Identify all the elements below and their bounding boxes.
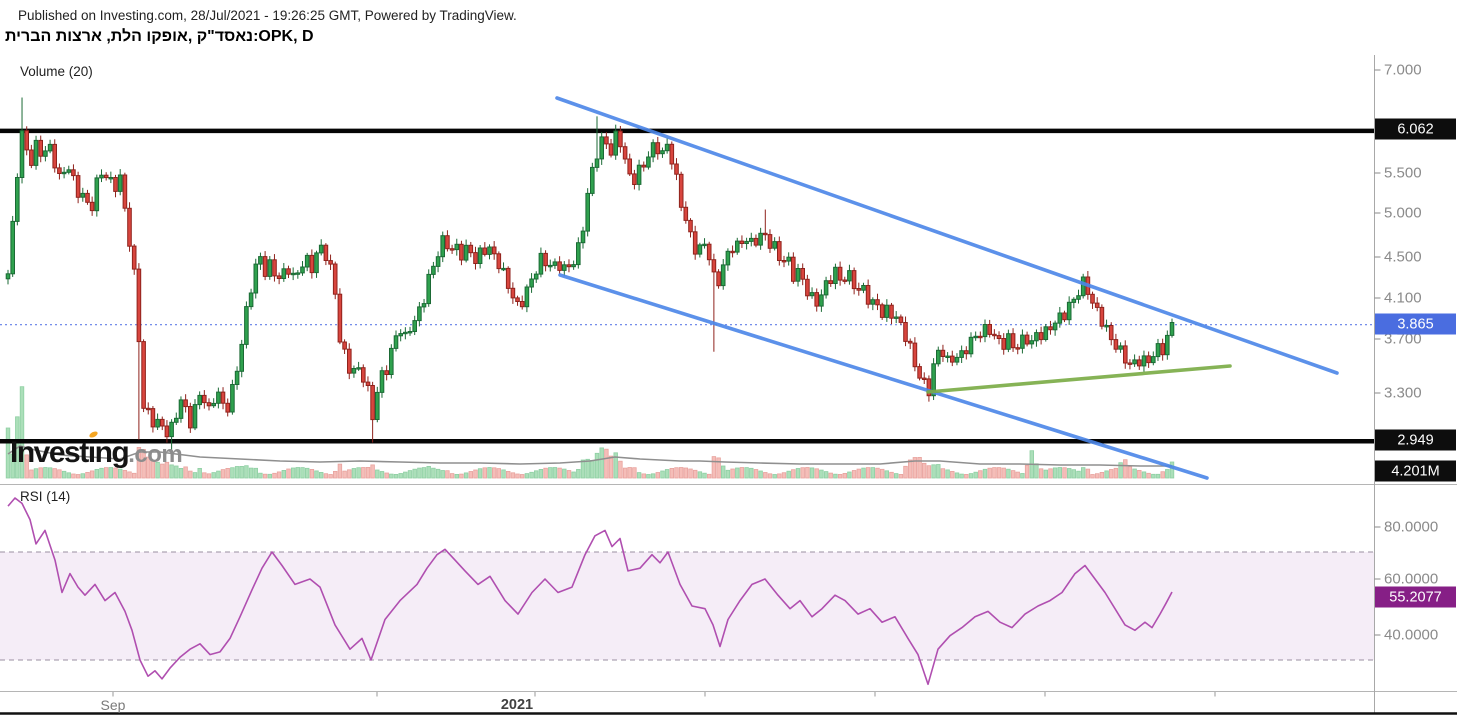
horizontal-levels [0,128,1375,444]
price-axis-label: 3.700 [1384,330,1422,348]
rsi-axis-label: 60.0000 [1384,570,1439,588]
rsi-band [0,551,1375,661]
rsi-line [7,497,1173,686]
price-badge-volume: 4.201M [1375,460,1456,482]
price-axis-label: 5.500 [1384,164,1422,182]
price-axis-label: 4.100 [1384,289,1422,307]
investing-com-watermark-logo: Investıng.com [10,436,183,469]
instrument-title-symbol: :OPK, D [253,28,314,45]
rsi-axis-label: 40.0000 [1384,626,1439,644]
price-badge-last-price: 3.865 [1375,313,1456,335]
time-label-sep: Sep [100,697,126,713]
rsi-axis-label: 80.0000 [1384,518,1439,536]
instrument-title-hebrew: נאסד"ק ,אופקו הלת, ארצות הברית [5,28,254,45]
price-badge-support: 2.949 [1375,429,1456,451]
instrument-title: נאסד"ק ,אופקו הלת, ארצות הברית:OPK, D [5,28,314,46]
rsi-indicator-label: RSI (14) [20,489,71,504]
price-axis-label: 5.000 [1384,204,1422,222]
price-badge-resistance: 6.062 [1375,118,1456,140]
rsi-value-badge: 55.2077 [1375,586,1456,608]
pane-borders [0,55,1457,715]
logo-orange-dot-icon: ı [87,436,96,469]
lower-channel-line[interactable] [558,273,1209,480]
base-support-line[interactable] [926,364,1232,394]
published-line: Published on Investing.com, 28/Jul/2021 … [18,8,517,23]
candlestick-series [5,97,1175,452]
price-axis-label: 7.000 [1384,61,1422,79]
axis-ticks [112,69,1381,697]
price-axis-label: 4.500 [1384,248,1422,266]
volume-ma-line [7,445,1172,467]
upper-channel-line[interactable] [555,96,1339,375]
time-label-2021: 2021 [500,697,534,713]
volume-indicator-label: Volume (20) [20,64,93,79]
volume-bars [5,386,1175,479]
price-axis-label: 3.300 [1384,384,1422,402]
